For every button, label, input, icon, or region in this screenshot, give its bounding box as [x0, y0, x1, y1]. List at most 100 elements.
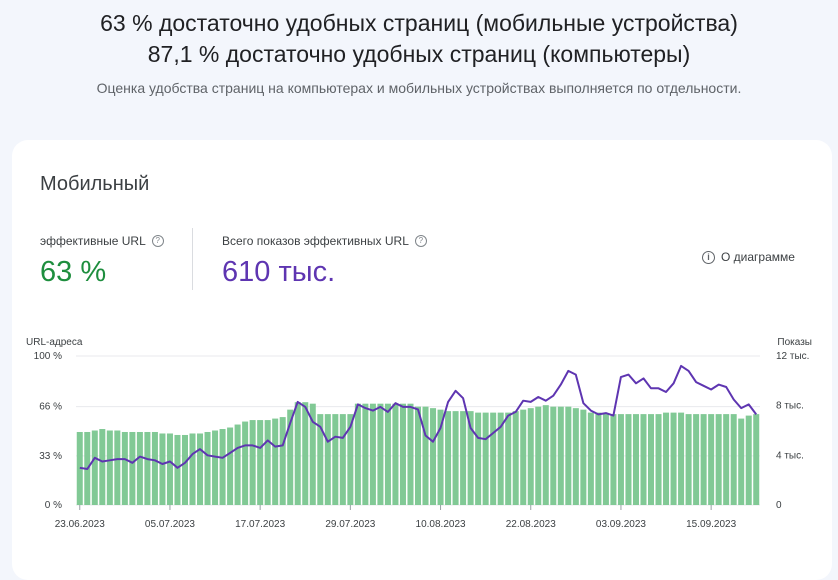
chart-bar[interactable]	[422, 406, 429, 505]
chart-bar[interactable]	[708, 414, 715, 505]
chart-bar[interactable]	[114, 430, 121, 506]
evaluation-subtitle: Оценка удобства страниц на компьютерах и…	[96, 80, 742, 96]
chart-bar[interactable]	[452, 411, 459, 505]
chart-bar[interactable]	[512, 411, 519, 505]
chart-bar[interactable]	[136, 431, 143, 505]
left-tick-label: 100 %	[34, 351, 62, 362]
chart-bar[interactable]	[106, 430, 113, 506]
chart-bar[interactable]	[354, 403, 361, 505]
about-chart-button[interactable]: i О диаграмме	[702, 250, 795, 264]
chart-bar[interactable]	[91, 430, 98, 506]
chart-bar[interactable]	[670, 412, 677, 505]
chart-bar[interactable]	[407, 403, 414, 505]
chart-bar[interactable]	[595, 412, 602, 505]
chart-bar[interactable]	[550, 406, 557, 505]
chart-bar[interactable]	[257, 420, 264, 505]
chart-bar[interactable]	[738, 418, 745, 505]
chart-bar[interactable]	[204, 431, 211, 505]
chart-bar[interactable]	[587, 412, 594, 505]
x-tick-label: 10.08.2023	[416, 519, 466, 530]
chart-bar[interactable]	[542, 405, 549, 505]
chart-bar[interactable]	[362, 403, 369, 505]
chart-bar[interactable]	[242, 421, 249, 505]
chart-bar[interactable]	[384, 403, 391, 505]
page-headline: 63 % достаточно удобных страниц (мобильн…	[0, 8, 838, 96]
chart-bar[interactable]	[467, 411, 474, 505]
chart-bar[interactable]	[445, 411, 452, 505]
chart-bar[interactable]	[347, 414, 354, 505]
chart-bar[interactable]	[745, 415, 752, 505]
chart-bar[interactable]	[302, 402, 309, 505]
chart-bar[interactable]	[678, 412, 685, 505]
chart-bar[interactable]	[377, 403, 384, 505]
chart-bar[interactable]	[460, 411, 467, 505]
chart-bar[interactable]	[730, 414, 737, 505]
chart-bar[interactable]	[565, 406, 572, 505]
mobile-card: Мобильный эффективные URL ? 63 % Всего п…	[12, 140, 832, 580]
chart-bar[interactable]	[557, 406, 564, 505]
chart-bar[interactable]	[339, 414, 346, 505]
chart-bar[interactable]	[369, 403, 376, 505]
chart-bar[interactable]	[174, 434, 181, 505]
chart-bar[interactable]	[219, 429, 226, 505]
x-tick-label: 03.09.2023	[596, 519, 646, 530]
chart-bar[interactable]	[640, 414, 647, 505]
chart-bar[interactable]	[332, 414, 339, 505]
chart-bar[interactable]	[317, 414, 324, 505]
chart-bar[interactable]	[430, 408, 437, 505]
chart-bar[interactable]	[655, 414, 662, 505]
chart-bar[interactable]	[181, 434, 188, 505]
chart-bar[interactable]	[249, 420, 256, 505]
chart-bar[interactable]	[212, 430, 219, 506]
chart-bar[interactable]	[602, 414, 609, 505]
chart-bar[interactable]	[294, 402, 301, 505]
chart-bar[interactable]	[520, 409, 527, 505]
chart-bar[interactable]	[309, 403, 316, 505]
chart-bar[interactable]	[617, 414, 624, 505]
chart-bar[interactable]	[625, 414, 632, 505]
help-circle-icon[interactable]: ?	[151, 235, 164, 247]
chart-bar[interactable]	[189, 433, 196, 505]
chart-bar[interactable]	[227, 427, 234, 505]
chart-bar[interactable]	[535, 406, 542, 505]
chart-bar[interactable]	[685, 414, 692, 505]
chart-bar[interactable]	[279, 417, 286, 505]
metric-impressions-value: 610 тыс.	[222, 256, 336, 288]
help-circle-icon[interactable]: ?	[414, 235, 427, 247]
chart-bar[interactable]	[475, 412, 482, 505]
chart-bar[interactable]	[580, 409, 587, 505]
chart-bar[interactable]	[129, 431, 136, 505]
chart-bar[interactable]	[287, 409, 294, 505]
chart-bar[interactable]	[414, 406, 422, 505]
chart-bar[interactable]	[527, 408, 534, 505]
chart-bar[interactable]	[490, 412, 497, 505]
chart-bar[interactable]	[572, 408, 579, 505]
chart-bar[interactable]	[197, 433, 204, 505]
chart-bar[interactable]	[693, 414, 700, 505]
chart-bar[interactable]	[392, 403, 399, 505]
chart-bar[interactable]	[151, 431, 158, 505]
chart-bar[interactable]	[234, 424, 241, 505]
left-tick-label: 66 %	[39, 402, 62, 413]
chart-bar[interactable]	[166, 433, 173, 505]
chart-bar[interactable]	[700, 414, 707, 505]
chart-bar[interactable]	[632, 414, 639, 505]
chart-bar[interactable]	[159, 433, 166, 505]
chart-bar[interactable]	[324, 414, 331, 505]
chart-bar[interactable]	[482, 412, 489, 505]
chart-bar[interactable]	[753, 414, 760, 505]
chart-bar[interactable]	[264, 420, 271, 505]
chart-bar[interactable]	[144, 431, 151, 505]
chart-bar[interactable]	[437, 409, 444, 505]
chart-bar[interactable]	[99, 429, 106, 505]
chart-bar[interactable]	[715, 414, 722, 505]
chart-bar[interactable]	[121, 431, 128, 505]
chart-bar[interactable]	[497, 412, 504, 505]
chart-bar[interactable]	[663, 412, 670, 505]
chart-bar[interactable]	[399, 403, 406, 505]
chart-bar[interactable]	[648, 414, 655, 505]
chart-bar[interactable]	[272, 418, 279, 505]
chart-bar[interactable]	[723, 414, 730, 505]
chart-bar[interactable]	[505, 412, 512, 505]
chart-bar[interactable]	[610, 414, 617, 505]
